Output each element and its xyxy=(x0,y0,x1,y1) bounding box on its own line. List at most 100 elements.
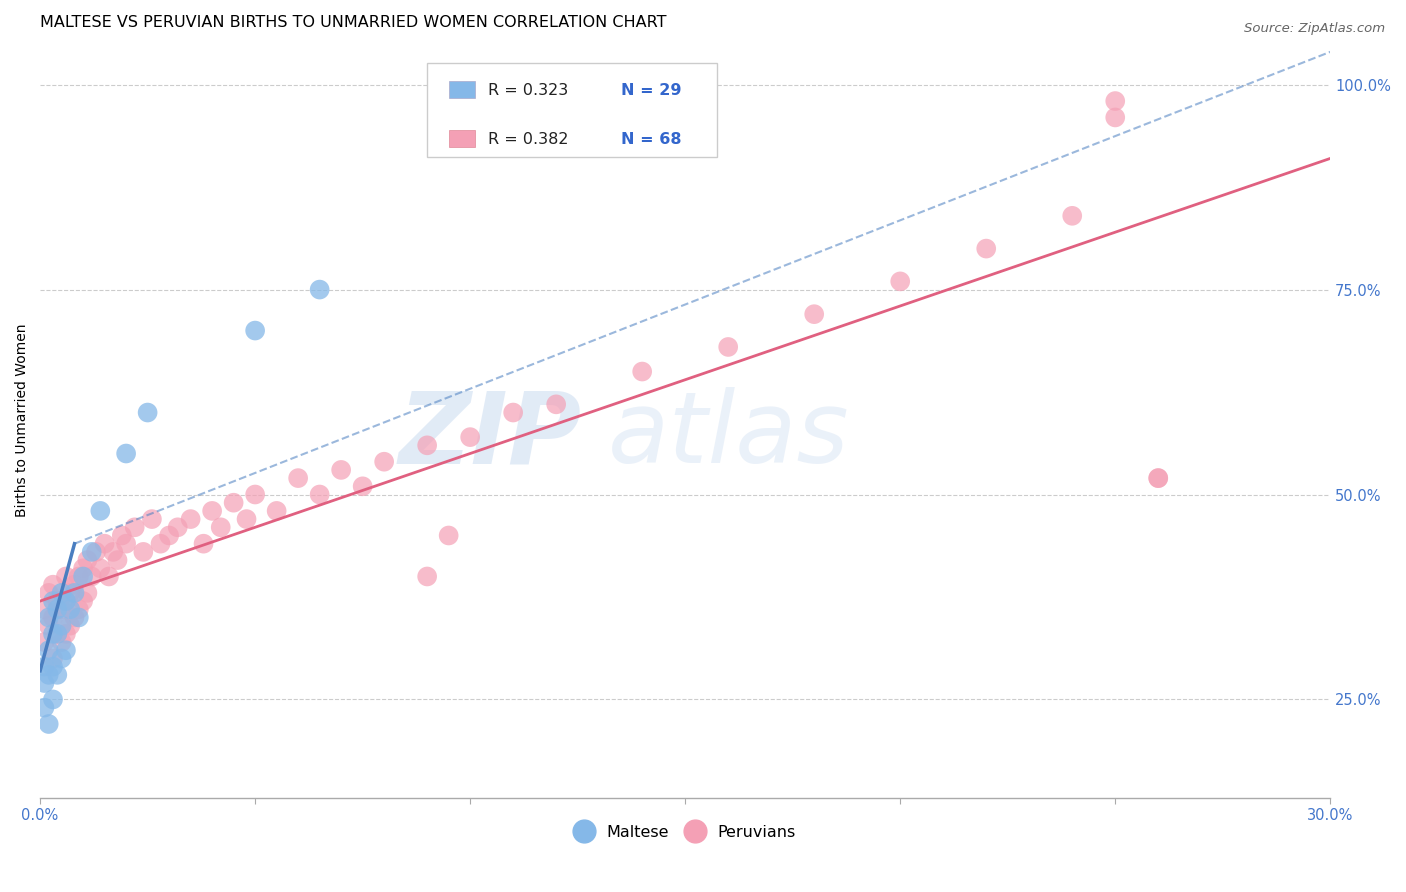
Point xyxy=(93,537,115,551)
Text: N = 68: N = 68 xyxy=(620,132,681,147)
Point xyxy=(84,545,107,559)
Point xyxy=(38,643,60,657)
Point xyxy=(55,569,77,583)
Point xyxy=(55,627,77,641)
Point xyxy=(51,651,73,665)
Point xyxy=(38,586,60,600)
Point xyxy=(51,618,73,632)
Point xyxy=(80,569,103,583)
Point xyxy=(243,487,266,501)
Point xyxy=(59,618,82,632)
Point xyxy=(34,635,56,649)
Point xyxy=(107,553,129,567)
Point xyxy=(34,676,56,690)
Point xyxy=(67,569,90,583)
Point xyxy=(437,528,460,542)
Point xyxy=(631,365,654,379)
Point xyxy=(546,397,568,411)
Y-axis label: Births to Unmarried Women: Births to Unmarried Women xyxy=(15,324,30,517)
Point xyxy=(1147,471,1170,485)
Point xyxy=(416,438,439,452)
Legend: Maltese, Peruvians: Maltese, Peruvians xyxy=(568,817,801,847)
Point xyxy=(201,504,224,518)
Point xyxy=(1147,471,1170,485)
Point xyxy=(157,528,180,542)
Point xyxy=(717,340,740,354)
Point xyxy=(55,643,77,657)
Point xyxy=(38,717,60,731)
Point xyxy=(180,512,202,526)
Point xyxy=(67,610,90,624)
Text: R = 0.382: R = 0.382 xyxy=(488,132,568,147)
Point xyxy=(111,528,134,542)
Point xyxy=(63,610,86,624)
Point xyxy=(42,610,65,624)
Point xyxy=(330,463,353,477)
Point xyxy=(59,586,82,600)
Point xyxy=(974,242,997,256)
Point xyxy=(124,520,146,534)
Point xyxy=(59,602,82,616)
Point xyxy=(308,283,330,297)
Point xyxy=(46,594,69,608)
Point xyxy=(63,577,86,591)
Text: R = 0.323: R = 0.323 xyxy=(488,83,568,98)
Point xyxy=(51,635,73,649)
Point xyxy=(97,569,120,583)
Text: N = 29: N = 29 xyxy=(620,83,681,98)
Point xyxy=(308,487,330,501)
Point xyxy=(67,602,90,616)
Point xyxy=(55,594,77,608)
Point xyxy=(1062,209,1084,223)
Point xyxy=(72,569,94,583)
Point xyxy=(166,520,188,534)
FancyBboxPatch shape xyxy=(427,62,717,157)
Point xyxy=(34,659,56,673)
Text: Source: ZipAtlas.com: Source: ZipAtlas.com xyxy=(1244,22,1385,36)
Point xyxy=(1104,94,1126,108)
Point xyxy=(235,512,257,526)
Point xyxy=(42,659,65,673)
Point xyxy=(38,668,60,682)
Text: MALTESE VS PERUVIAN BIRTHS TO UNMARRIED WOMEN CORRELATION CHART: MALTESE VS PERUVIAN BIRTHS TO UNMARRIED … xyxy=(41,15,666,30)
Point xyxy=(416,569,439,583)
Point xyxy=(136,405,159,419)
Point xyxy=(72,594,94,608)
Point xyxy=(89,504,111,518)
Point xyxy=(103,545,125,559)
Point xyxy=(1104,111,1126,125)
Point xyxy=(63,586,86,600)
Point xyxy=(38,618,60,632)
Point xyxy=(149,537,172,551)
Point xyxy=(352,479,374,493)
FancyBboxPatch shape xyxy=(449,81,475,98)
Point xyxy=(55,594,77,608)
Point xyxy=(42,594,65,608)
Point xyxy=(42,692,65,706)
Point xyxy=(51,586,73,600)
Point xyxy=(42,627,65,641)
Point xyxy=(76,553,98,567)
Point xyxy=(193,537,215,551)
Point xyxy=(266,504,288,518)
Point xyxy=(502,405,524,419)
Point xyxy=(46,668,69,682)
Point xyxy=(34,602,56,616)
Point xyxy=(38,610,60,624)
Point xyxy=(46,602,69,616)
Point xyxy=(51,602,73,616)
Point xyxy=(42,577,65,591)
Point xyxy=(373,455,395,469)
Point xyxy=(46,627,69,641)
Point xyxy=(80,545,103,559)
Point xyxy=(34,700,56,714)
Point xyxy=(115,537,138,551)
Point xyxy=(141,512,163,526)
Point xyxy=(889,274,911,288)
Point xyxy=(287,471,309,485)
Text: atlas: atlas xyxy=(607,387,849,484)
Point xyxy=(243,324,266,338)
Point xyxy=(803,307,825,321)
Point xyxy=(458,430,481,444)
Point xyxy=(76,586,98,600)
